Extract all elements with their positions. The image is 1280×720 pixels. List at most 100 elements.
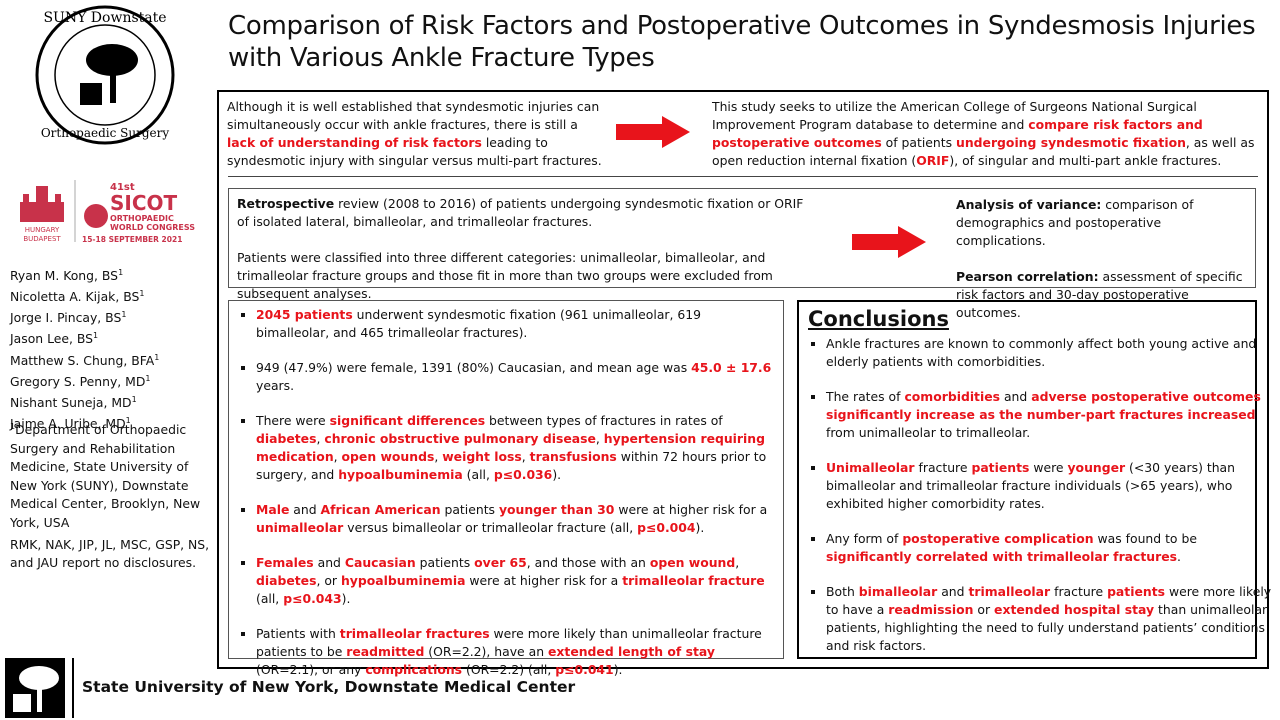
text-run: (OR=2.2) (all, xyxy=(462,662,556,677)
text-run: , xyxy=(434,449,443,464)
text-run: (OR=2.1), or any xyxy=(256,662,366,677)
author: Gregory S. Penny, MD1 xyxy=(10,370,210,391)
bullet-item: There were significant differences betwe… xyxy=(256,412,776,484)
emphasis-text: bimalleolar xyxy=(858,584,938,599)
author: Matthew S. Chung, BFA1 xyxy=(10,349,210,370)
congress-number: 41st xyxy=(110,182,135,193)
emphasis-text: p≤0.004 xyxy=(637,520,696,535)
emphasis-text: adverse postoperative outcomes significa… xyxy=(826,389,1261,422)
emphasis-text: Pearson correlation: xyxy=(956,269,1099,284)
emphasis-text: hypertension requiring medication xyxy=(256,431,765,464)
text-run: , as well as open reduction internal fix… xyxy=(712,135,1255,168)
emphasis-text: Retrospective xyxy=(237,196,335,211)
author-name: Matthew S. Chung, BFA xyxy=(10,352,155,368)
footer-divider xyxy=(72,658,74,718)
separator xyxy=(228,176,1258,177)
title-line: Comparison of Risk Factors and Postopera… xyxy=(228,11,1256,41)
text-run: , xyxy=(595,431,604,446)
text-run: and xyxy=(937,584,969,599)
author: Nicoletta A. Kijak, BS1 xyxy=(10,285,210,306)
emphasis-text: 2045 patients xyxy=(256,307,353,322)
building-icon xyxy=(20,186,64,222)
text-run: was found to be xyxy=(1093,531,1197,546)
city: BUDAPEST xyxy=(23,235,61,243)
emphasis-text: trimalleolar fracture xyxy=(622,573,765,588)
emphasis-text: undergoing syndesmotic fixation xyxy=(956,135,1186,150)
author-name: Nicoletta A. Kijak, BS xyxy=(10,289,140,305)
emphasis-text: p≤0.036 xyxy=(493,467,553,482)
emphasis-text: p≤0.041 xyxy=(555,662,614,677)
emphasis-text: patients xyxy=(1107,584,1165,599)
text-run: , xyxy=(735,555,740,570)
bullet-item: Patients with trimalleolar fractures wer… xyxy=(256,625,776,679)
text-run: Although it is well established that syn… xyxy=(227,99,600,132)
bullet-item: 949 (47.9%) were female, 1391 (80%) Cauc… xyxy=(256,359,776,395)
author: Ryan M. Kong, BS1 xyxy=(10,264,210,285)
author-sup: 1 xyxy=(121,310,127,320)
emphasis-text: Analysis of variance: xyxy=(956,197,1102,212)
text-run: patients xyxy=(415,555,475,570)
text-run: assessment of specific risk factors and … xyxy=(956,269,1243,320)
text-run: Patients were classified into three diff… xyxy=(237,250,773,301)
emphasis-text: Caucasian xyxy=(344,555,416,570)
text-run: , xyxy=(521,449,530,464)
conclusions-list: Ankle fractures are known to commonly af… xyxy=(800,335,1276,672)
logo-bottom-text: Orthopaedic Surgery xyxy=(41,126,170,140)
author-sup: 1 xyxy=(93,331,99,341)
methods-right: Analysis of variance: comparison of demo… xyxy=(956,196,1251,322)
author-name: Jorge I. Pincay, BS xyxy=(10,310,122,326)
text-run: ). xyxy=(341,591,351,606)
footer-logo xyxy=(5,658,65,718)
text-run: versus bimalleolar or trimalleolar fract… xyxy=(343,520,638,535)
emphasis-text: extended length of stay xyxy=(548,644,715,659)
methods-box xyxy=(228,188,1256,288)
emphasis-text: readmission xyxy=(888,602,974,617)
arrow xyxy=(616,116,690,148)
arrow-shape xyxy=(616,116,690,148)
text-run: Both xyxy=(826,584,859,599)
text-run: underwent syndesmotic fixation (961 unim… xyxy=(256,307,702,340)
text-run: from unimalleolar to trimalleolar. xyxy=(826,425,1031,440)
arrow xyxy=(852,226,926,258)
text-run: and xyxy=(289,502,321,517)
text-run: years. xyxy=(256,378,295,393)
method-paragraph: Pearson correlation: assessment of speci… xyxy=(956,268,1251,322)
bullet-item: Any form of postoperative complication w… xyxy=(826,530,1276,566)
sicot-logo: HUNGARY BUDAPEST 41st SICOT ORTHOPAEDIC … xyxy=(20,180,195,244)
author-name: Gregory S. Penny, MD xyxy=(10,373,146,389)
emphasis-text: complications xyxy=(365,662,463,677)
emphasis-text: lack of understanding of risk factors xyxy=(227,135,482,150)
text-run: ). xyxy=(613,662,623,677)
method-paragraph: Patients were classified into three diff… xyxy=(237,249,817,303)
author-name: Jason Lee, BS xyxy=(10,331,94,347)
emphasis-text: compare risk factors and postoperative o… xyxy=(712,117,1203,150)
suny-logo: SUNY Downstate Orthopaedic Surgery xyxy=(35,5,175,145)
author-list: Ryan M. Kong, BS1 Nicoletta A. Kijak, BS1… xyxy=(10,264,210,433)
logo-top-text: SUNY Downstate xyxy=(43,10,166,26)
text-run: comparison of demographics and postopera… xyxy=(956,197,1194,248)
emphasis-text: diabetes xyxy=(256,431,317,446)
text-run: than unimalleolar patients, highlighting… xyxy=(826,602,1268,653)
author-sup: 1 xyxy=(145,373,151,383)
text-run: Patients with xyxy=(256,626,340,641)
emphasis-text: Females xyxy=(256,555,314,570)
results-list: 2045 patients underwent syndesmotic fixa… xyxy=(230,306,776,696)
text-run: fracture xyxy=(1050,584,1108,599)
title-line: with Various Ankle Fracture Types xyxy=(228,43,655,73)
method-paragraph: Analysis of variance: comparison of demo… xyxy=(956,196,1251,250)
text-run: were at higher risk for a xyxy=(614,502,768,517)
text-run: , and those with an xyxy=(526,555,650,570)
text-run: (OR=2.2), have an xyxy=(424,644,548,659)
text-run: The rates of xyxy=(826,389,905,404)
method-paragraph: Retrospective review (2008 to 2016) of p… xyxy=(237,195,817,231)
text-run: Any form of xyxy=(826,531,903,546)
bullet-item: The rates of comorbidities and adverse p… xyxy=(826,388,1276,442)
emphasis-text: younger xyxy=(1067,460,1126,475)
text-run: (all, xyxy=(256,591,284,606)
intro-right: This study seeks to utilize the American… xyxy=(712,98,1262,170)
text-run: 949 (47.9%) were female, 1391 (80%) Cauc… xyxy=(256,360,692,375)
footer-text: State University of New York, Downstate … xyxy=(82,678,576,696)
emphasis-text: younger than 30 xyxy=(498,502,615,517)
text-run: were more likely than unimalleolar fract… xyxy=(256,626,762,659)
